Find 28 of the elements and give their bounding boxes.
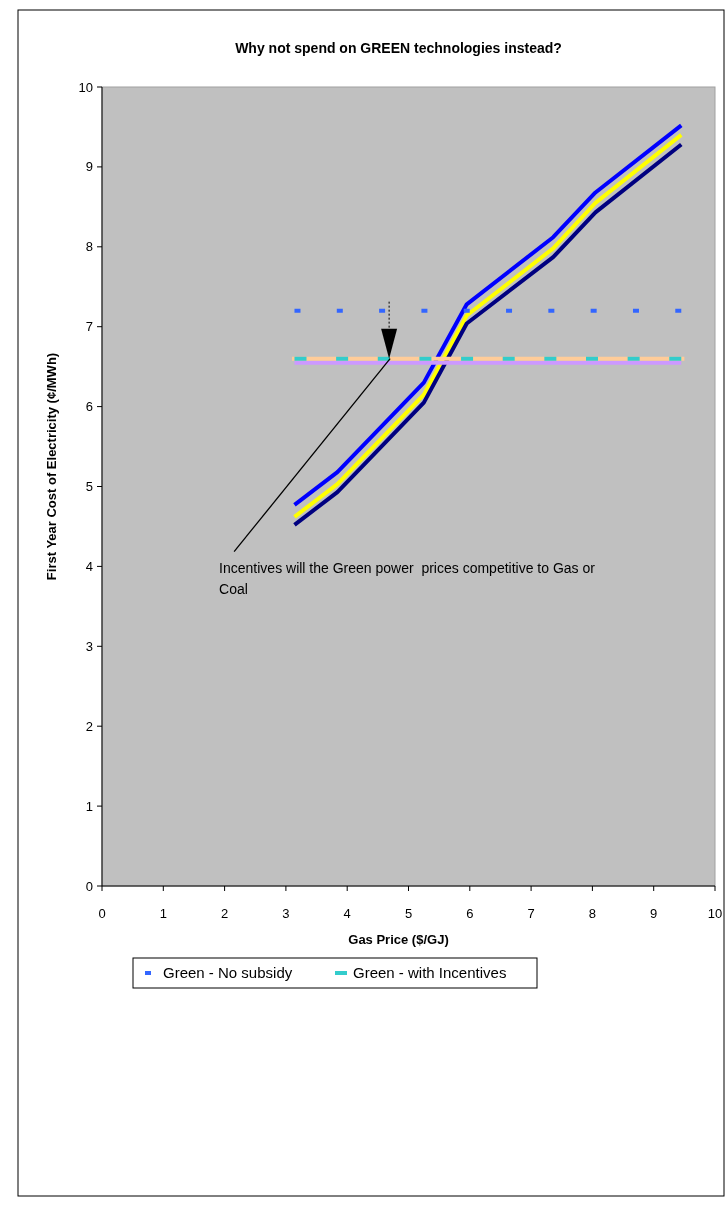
- x-tick-label: 0: [98, 906, 106, 921]
- y-tick-label: 5: [85, 479, 93, 494]
- x-axis-title: Gas Price ($/GJ): [348, 932, 449, 947]
- x-tick-label: 1: [159, 906, 167, 921]
- y-tick-label: 3: [85, 638, 93, 654]
- y-tick-label: 2: [85, 718, 93, 734]
- y-tick-label: 9: [85, 159, 93, 175]
- y-tick-label: 0: [85, 878, 93, 894]
- y-tick-label: 10: [78, 79, 93, 95]
- y-tick-label: 1: [85, 798, 93, 814]
- x-tick-label: 4: [343, 906, 351, 921]
- x-tick-label: 8: [588, 906, 597, 921]
- y-tick-label: 6: [85, 399, 93, 415]
- annotation: Incentives will the Green power prices competitive to Gas or Coal: [219, 559, 596, 597]
- y-tick-label: 8: [85, 239, 93, 255]
- x-tick-label: 7: [527, 906, 535, 921]
- legend-label: Green - with Incentives: [353, 964, 507, 981]
- x-tick-label: 10: [707, 906, 723, 921]
- chart-title: Why not spend on GREEN technologies instead?: [235, 40, 562, 56]
- y-tick-label: 4: [85, 558, 93, 574]
- x-tick-label: 5: [404, 906, 413, 921]
- x-tick-label: 6: [466, 906, 474, 921]
- x-tick-label: 2: [220, 906, 229, 921]
- x-tick-label: 3: [282, 906, 290, 921]
- y-tick-label: 7: [85, 319, 93, 335]
- x-tick-label: 9: [650, 906, 658, 921]
- y-axis-title: First Year Cost of Electricity (¢/MWh): [44, 352, 59, 581]
- legend-label: Green - No subsidy: [163, 964, 293, 981]
